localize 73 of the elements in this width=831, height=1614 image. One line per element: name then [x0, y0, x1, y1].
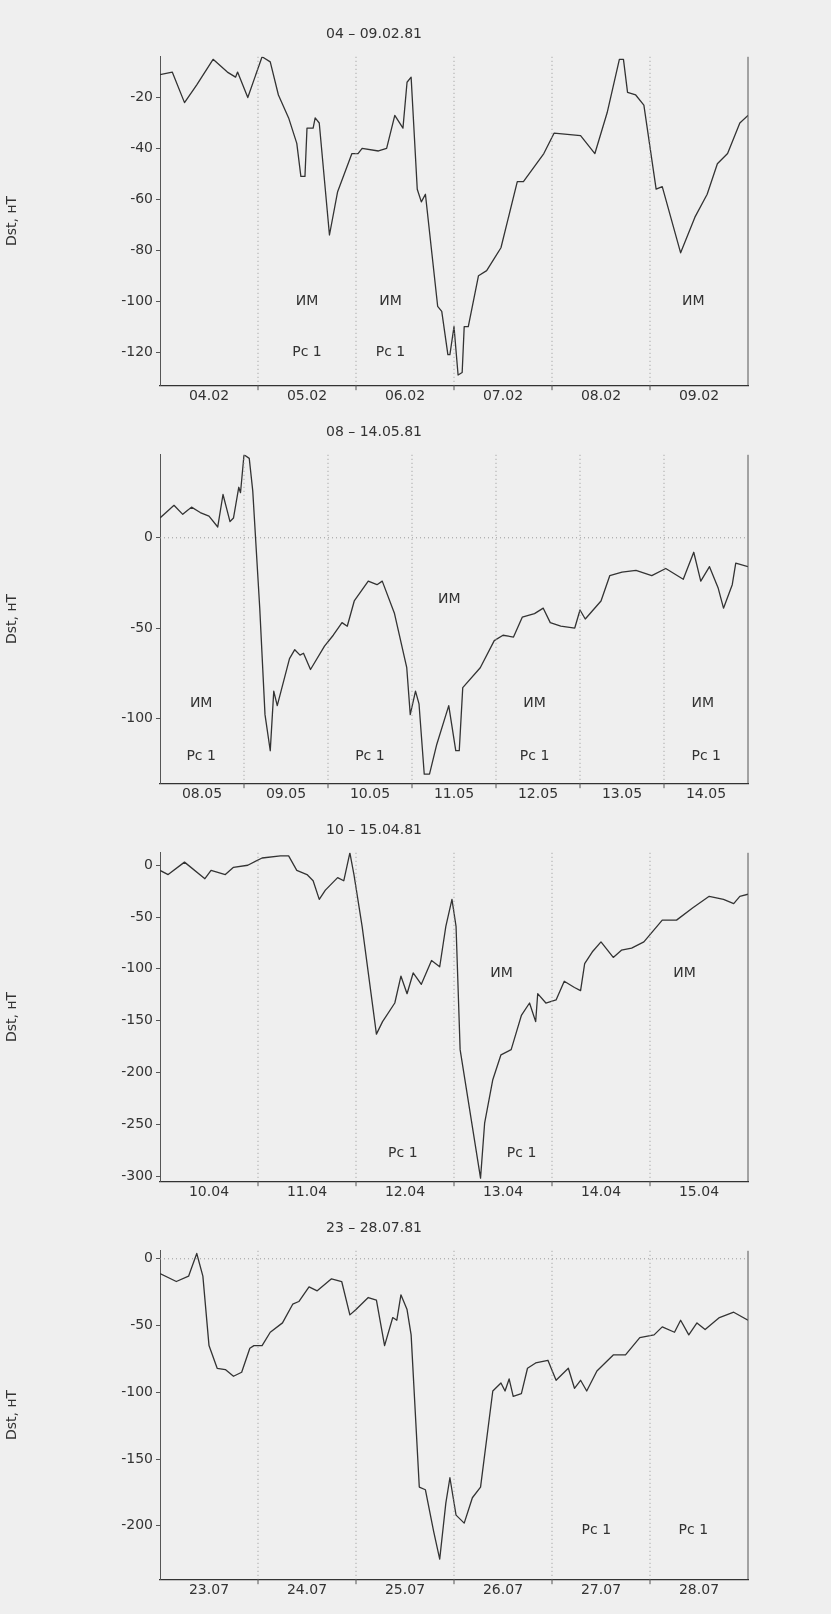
annotation: ИМ [189, 694, 213, 711]
annotation: Рс 1 [691, 746, 721, 763]
x-tick-label: 26.07 [482, 1581, 524, 1598]
y-axis-title: Dst, нТ [3, 1389, 20, 1441]
y-tick-label: -200 [121, 1516, 153, 1533]
x-tick-label: 08.05 [181, 785, 223, 802]
x-tick-label: 09.05 [265, 785, 307, 802]
x-tick-label: 11.05 [433, 785, 475, 802]
x-tick-label: 15.04 [678, 1183, 720, 1200]
annotation: ИМ [379, 291, 402, 308]
y-tick-label: 0 [144, 528, 153, 545]
y-tick-label: -50 [130, 618, 153, 635]
x-tick-label: 11.04 [286, 1183, 328, 1200]
y-tick-label: -60 [130, 190, 153, 206]
chart-title: 10 – 15.04.81 [325, 821, 423, 838]
x-tick-label: 28.07 [678, 1581, 720, 1598]
annotation: Рс 1 [506, 1143, 537, 1160]
x-tick-label: 04.02 [188, 387, 230, 404]
y-tick-label: -100 [121, 1382, 153, 1399]
x-tick-label: 05.02 [286, 387, 328, 404]
x-tick-label: 10.05 [349, 785, 391, 802]
x-tick-label: 14.04 [580, 1183, 622, 1200]
y-tick-label: -40 [130, 139, 153, 156]
y-tick-label: -250 [121, 1114, 153, 1131]
y-tick-label: 0 [144, 1249, 153, 1266]
chart-title: 04 – 09.02.81 [325, 25, 423, 42]
y-tick-label: -150 [121, 1449, 153, 1466]
x-tick-label: 07.02 [482, 387, 524, 404]
x-tick-label: 09.02 [678, 387, 720, 404]
y-tick-label: 0 [144, 855, 153, 872]
annotation: ИМ [673, 963, 696, 980]
y-axis-title: Dst, нТ [3, 195, 20, 247]
y-tick-label: -100 [121, 291, 153, 308]
y-axis-title: Dst, нТ [3, 593, 20, 645]
annotation: Рс 1 [355, 746, 385, 763]
annotation: ИМ [682, 291, 705, 308]
annotation: Рс 1 [678, 1520, 709, 1537]
x-tick-label: 27.07 [580, 1581, 622, 1598]
x-tick-label: 06.02 [384, 387, 426, 404]
annotation: Рс 1 [519, 746, 550, 763]
y-tick-label: -120 [121, 342, 153, 359]
x-tick-label: 08.02 [580, 387, 622, 404]
x-tick-label: 25.07 [384, 1581, 426, 1598]
x-tick-label: 13.04 [482, 1183, 524, 1200]
annotation: Рс 1 [292, 342, 322, 359]
x-tick-label: 10.04 [188, 1183, 230, 1200]
x-tick-label: 12.04 [384, 1183, 426, 1200]
annotation: Рс 1 [375, 342, 406, 359]
annotation: ИМ [438, 589, 461, 606]
y-tick-label: -80 [130, 240, 153, 257]
y-tick-label: -50 [130, 907, 153, 924]
x-tick-label: 14.05 [685, 785, 727, 802]
y-tick-label: -300 [121, 1166, 153, 1183]
y-tick-label: -200 [121, 1063, 153, 1080]
x-tick-label: 12.05 [517, 785, 559, 802]
x-tick-label: 24.07 [286, 1581, 328, 1598]
chart-title: 08 – 14.05.81 [325, 423, 423, 440]
annotation: ИМ [691, 694, 715, 711]
chart-title: 23 – 28.07.81 [325, 1219, 423, 1236]
y-tick-label: -100 [121, 959, 153, 976]
annotation: Рс 1 [581, 1520, 612, 1537]
annotation: ИМ [490, 963, 513, 980]
x-tick-label: 23.07 [188, 1581, 230, 1598]
annotation: ИМ [523, 694, 546, 711]
y-tick-label: -150 [121, 1011, 153, 1028]
y-tick-label: -20 [130, 88, 153, 105]
annotation: Рс 1 [388, 1143, 418, 1160]
y-axis-title: Dst, нТ [3, 991, 20, 1043]
y-tick-label: -50 [130, 1316, 153, 1333]
y-tick-label: -100 [121, 708, 153, 725]
x-tick-label: 13.05 [601, 785, 643, 802]
annotation: ИМ [295, 291, 319, 308]
annotation: Рс 1 [186, 746, 216, 763]
